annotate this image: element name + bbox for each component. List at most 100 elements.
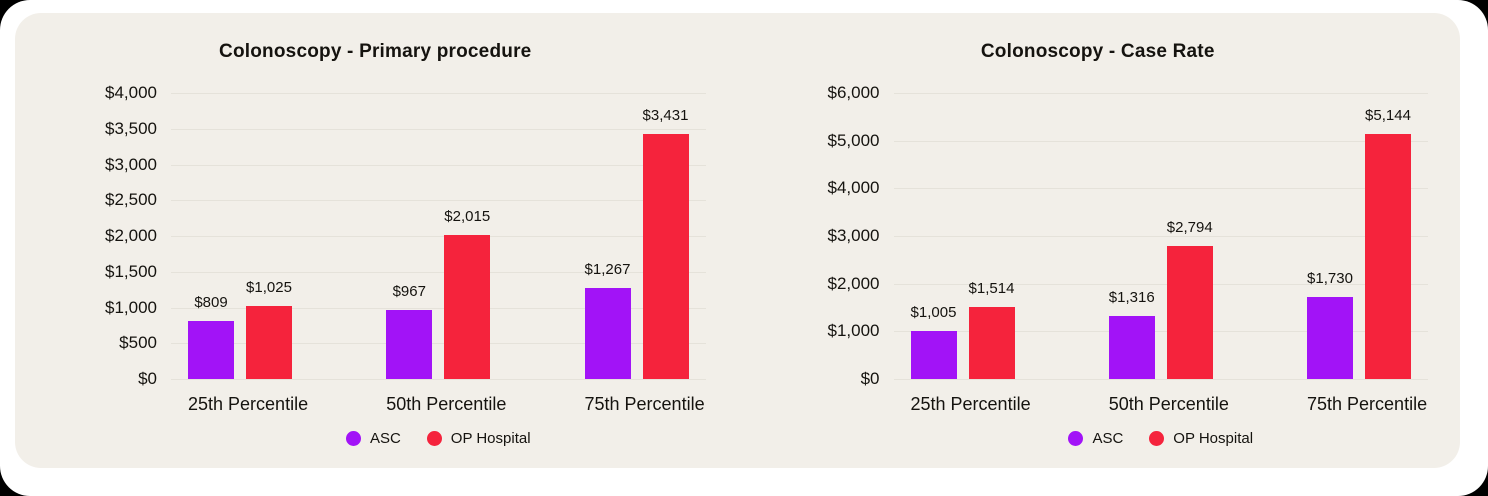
gridline xyxy=(893,93,1428,94)
y-tick-label: $500 xyxy=(119,333,157,353)
bar-asc-75th-percentile: $1,267 xyxy=(584,261,631,379)
bar-asc-25th-percentile: $1,005 xyxy=(910,304,957,379)
bars-layer: $809 $1,025 $967 $2,015 $1,267 $3,431 xyxy=(171,93,706,379)
bar-op-hospital-75th-percentile: $5,144 xyxy=(1365,107,1411,379)
y-tick-label: $1,000 xyxy=(827,321,880,341)
plot-column: $1,005 $1,514 $1,316 $2,794 $1,730 $5,144 25t… xyxy=(893,93,1429,447)
chart-title: Colonoscopy - Case Rate xyxy=(980,41,1215,62)
gridline xyxy=(893,379,1428,380)
chart-colonoscopy-case-rate: Colonoscopy - Case Rate $6,000 $5,000 $4,0… xyxy=(738,13,1461,468)
legend-dot-icon xyxy=(345,431,361,446)
y-tick-label: $5,000 xyxy=(827,130,880,150)
gridline xyxy=(893,140,1428,142)
gridline xyxy=(171,93,706,94)
gridline xyxy=(171,307,706,309)
legend-dot-icon xyxy=(1068,431,1084,446)
y-tick-label: $3,500 xyxy=(105,118,157,138)
bar-value-label: $1,514 xyxy=(968,280,1015,297)
gridline xyxy=(893,331,1428,333)
charts-card: Colonoscopy - Primary procedure $4,000 $3… xyxy=(15,13,1460,468)
plot-area: $1,005 $1,514 $1,316 $2,794 $1,730 $5,144 xyxy=(893,93,1429,380)
x-category-label-50th-percentile: 50th Percentile xyxy=(386,394,507,414)
bar-op-hospital-25th-percentile: $1,025 xyxy=(246,279,292,379)
x-category-label-75th-percentile: 75th Percentile xyxy=(1307,394,1428,414)
y-tick-label: $2,000 xyxy=(827,273,880,293)
gridline xyxy=(893,236,1428,237)
bar-asc-75th-percentile: $1,730 xyxy=(1307,270,1353,379)
x-category-label-75th-percentile: 75th Percentile xyxy=(584,394,705,414)
y-tick-label: $0 xyxy=(860,369,880,388)
legend-dot-icon xyxy=(1149,431,1165,446)
gridline xyxy=(893,188,1428,190)
bar-asc-50th-percentile: $967 xyxy=(386,283,433,379)
legend-label: OP Hospital xyxy=(1173,430,1254,447)
bar-group-50th-percentile: $967 $2,015 xyxy=(386,208,491,379)
bar-group-75th-percentile: $1,267 $3,431 xyxy=(584,107,689,379)
y-tick-label: $0 xyxy=(138,369,157,388)
plot-area: $809 $1,025 $967 $2,015 $1,267 $3,431 xyxy=(171,93,706,380)
bar-asc-25th-percentile: $809 xyxy=(188,294,234,379)
bar-op-hospital-25th-percentile: $1,514 xyxy=(968,280,1015,379)
chart-colonoscopy-primary-procedure: Colonoscopy - Primary procedure $4,000 $3… xyxy=(15,13,738,468)
y-tick-label: $6,000 xyxy=(827,83,880,102)
legend-item-asc: ASC xyxy=(1068,430,1123,447)
x-category-label-25th-percentile: 25th Percentile xyxy=(188,394,309,414)
y-tick-label: $3,000 xyxy=(827,226,880,245)
bar-value-label: $2,015 xyxy=(444,208,491,225)
bar-op-hospital-50th-percentile: $2,015 xyxy=(444,208,491,379)
x-category-label-50th-percentile: 50th Percentile xyxy=(1108,394,1229,414)
bar-group-25th-percentile: $1,005 $1,514 xyxy=(910,280,1015,379)
bar-value-label: $809 xyxy=(194,294,228,311)
gridline xyxy=(171,379,706,380)
y-tick-label: $2,000 xyxy=(105,226,157,245)
y-tick-label: $1,000 xyxy=(105,297,157,317)
legend-dot-icon xyxy=(426,431,442,446)
gridline xyxy=(171,128,706,130)
legend-label: ASC xyxy=(1092,430,1124,447)
bar-value-label: $3,431 xyxy=(642,107,689,124)
legend-item-op-hospital: OP Hospital xyxy=(1149,430,1253,447)
gridline xyxy=(171,200,706,202)
bar-value-label: $1,025 xyxy=(246,279,292,296)
gridline xyxy=(893,283,1428,285)
bar-op-hospital-75th-percentile: $3,431 xyxy=(642,107,689,379)
bar-value-label: $5,144 xyxy=(1365,107,1411,124)
bar-group-25th-percentile: $809 $1,025 xyxy=(188,279,292,379)
gridline xyxy=(171,236,706,237)
bar-group-50th-percentile: $1,316 $2,794 xyxy=(1108,219,1213,379)
y-tick-label: $4,000 xyxy=(827,178,880,198)
bar-op-hospital-50th-percentile: $2,794 xyxy=(1166,219,1213,379)
gridline xyxy=(171,164,706,166)
bar-value-label: $1,005 xyxy=(910,304,957,321)
bar-value-label: $1,316 xyxy=(1108,289,1155,306)
gridline xyxy=(171,343,706,345)
bars-layer: $1,005 $1,514 $1,316 $2,794 $1,730 $5,144 xyxy=(894,93,1429,379)
y-tick-label: $4,000 xyxy=(105,83,157,102)
chart-title: Colonoscopy - Primary procedure xyxy=(219,41,532,62)
plot-column: $809 $1,025 $967 $2,015 $1,267 $3,431 25th Pe… xyxy=(171,93,706,447)
legend-item-asc: ASC xyxy=(345,430,401,447)
legend-label: OP Hospital xyxy=(450,430,531,447)
y-tick-label: $2,500 xyxy=(105,190,157,210)
legend: ASC OP Hospital xyxy=(171,430,706,447)
legend-label: ASC xyxy=(369,430,401,447)
x-axis: 25th Percentile 50th Percentile 75th Perce… xyxy=(894,394,1429,415)
x-category-label-25th-percentile: 25th Percentile xyxy=(910,394,1031,414)
y-tick-label: $1,500 xyxy=(105,261,157,281)
bar-value-label: $2,794 xyxy=(1166,219,1213,236)
y-tick-label: $3,000 xyxy=(105,154,157,174)
bar-group-75th-percentile: $1,730 $5,144 xyxy=(1307,107,1411,379)
bar-value-label: $1,267 xyxy=(584,261,631,278)
bar-asc-50th-percentile: $1,316 xyxy=(1108,289,1155,379)
legend: ASC OP Hospital xyxy=(894,430,1429,447)
y-axis: $6,000 $5,000 $4,000 $3,000 $2,000 $1,000 $0 xyxy=(768,83,894,388)
gridline xyxy=(171,271,706,273)
x-axis: 25th Percentile 50th Percentile 75th Perce… xyxy=(171,394,706,415)
chart-body: $4,000 $3,500 $3,000 $2,500 $2,000 $1,500 $1,0… xyxy=(45,83,706,447)
bar-value-label: $1,730 xyxy=(1307,270,1353,287)
y-axis: $4,000 $3,500 $3,000 $2,500 $2,000 $1,500 $1,0… xyxy=(45,83,171,388)
legend-item-op-hospital: OP Hospital xyxy=(426,430,531,447)
chart-body: $6,000 $5,000 $4,000 $3,000 $2,000 $1,000 $0 $… xyxy=(768,83,1429,447)
bar-value-label: $967 xyxy=(392,283,426,300)
